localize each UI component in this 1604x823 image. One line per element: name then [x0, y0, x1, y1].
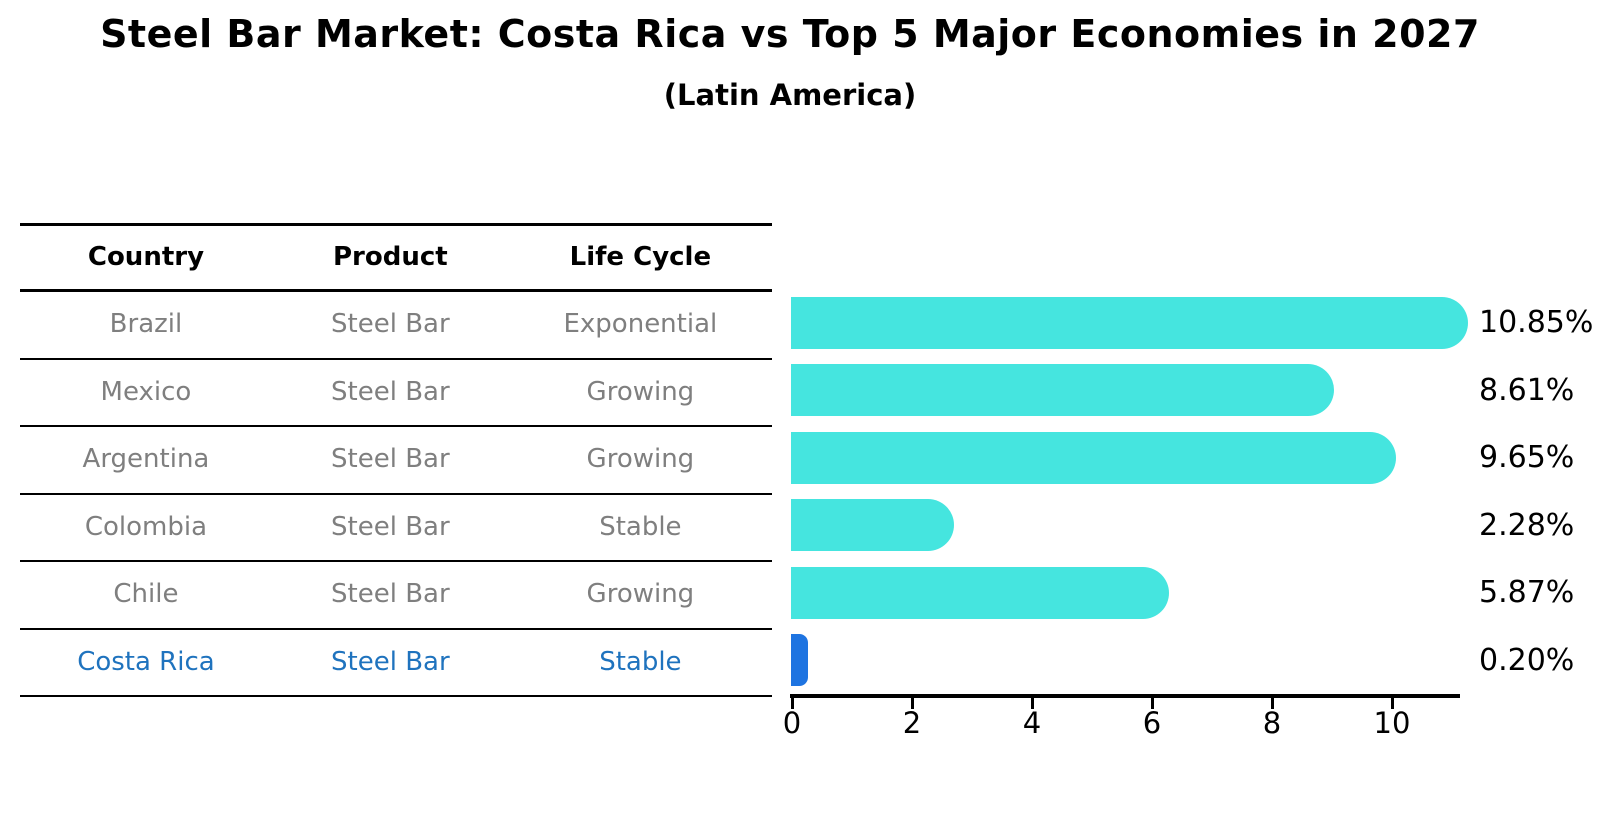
- x-axis-tick-label: 10: [1373, 706, 1411, 740]
- table-cell-life-cycle: Growing: [586, 376, 695, 407]
- table-row: Colombia Steel Bar Stable: [20, 495, 772, 562]
- chart-subtitle: (Latin America): [663, 78, 917, 112]
- table-cell-product: Steel Bar: [331, 376, 450, 407]
- table-cell-product: Steel Bar: [331, 511, 450, 542]
- table-row: Argentina Steel Bar Growing: [20, 427, 772, 495]
- table-cell-product: Steel Bar: [331, 579, 450, 610]
- bar-argentina: [791, 431, 1396, 484]
- bar-mexico: [791, 364, 1334, 417]
- table-cell-country: Argentina: [82, 444, 210, 475]
- table-cell-country: Costa Rica: [77, 646, 215, 677]
- table-cell-product: Steel Bar: [331, 444, 450, 475]
- x-axis-tick: [790, 697, 794, 709]
- value-label: 9.65%: [1479, 440, 1575, 476]
- table-cell-country: Chile: [113, 579, 179, 610]
- table-cell-life-cycle: Exponential: [563, 309, 718, 340]
- x-axis-tick: [1030, 697, 1034, 709]
- value-label: 5.87%: [1479, 575, 1575, 611]
- table-cell-product: Steel Bar: [331, 309, 450, 340]
- x-axis-tick: [1150, 697, 1154, 709]
- table-cell-country: Mexico: [100, 376, 192, 407]
- table-row: Chile Steel Bar Growing: [20, 562, 772, 630]
- table-cell-life-cycle: Growing: [586, 444, 695, 475]
- table-cell-product: Steel Bar: [331, 646, 450, 677]
- column-header-product: Product: [332, 242, 448, 273]
- table-cell-life-cycle: Growing: [586, 579, 695, 610]
- x-axis-tick: [1270, 697, 1274, 709]
- x-axis-tick-label: 6: [1142, 706, 1162, 740]
- table-row: Mexico Steel Bar Growing: [20, 360, 772, 427]
- table-cell-country: Colombia: [84, 511, 208, 542]
- x-axis-line: [790, 694, 1460, 698]
- x-axis-tick-label: 2: [902, 706, 922, 740]
- table-body: Brazil Steel Bar Exponential Mexico Stee…: [20, 292, 772, 697]
- bar-colombia: [791, 499, 954, 552]
- x-axis-tick-label: 0: [782, 706, 802, 740]
- x-axis-tick: [1390, 697, 1394, 709]
- value-label: 10.85%: [1479, 305, 1594, 341]
- comparison-table: Country Product Life Cycle Brazil Steel …: [20, 223, 772, 697]
- value-label: 0.20%: [1479, 642, 1575, 678]
- table-cell-life-cycle: Stable: [599, 646, 682, 677]
- chart-title: Steel Bar Market: Costa Rica vs Top 5 Ma…: [100, 12, 1480, 56]
- value-label: 8.61%: [1479, 372, 1575, 408]
- x-axis-tick-label: 8: [1262, 706, 1282, 740]
- table-cell-country: Brazil: [109, 309, 183, 340]
- value-label: 2.28%: [1479, 507, 1575, 543]
- table-row: Brazil Steel Bar Exponential: [20, 292, 772, 360]
- table-cell-life-cycle: Stable: [599, 511, 682, 542]
- column-header-life-cycle: Life Cycle: [569, 242, 712, 273]
- bar-costa-rica: [791, 634, 809, 687]
- column-header-country: Country: [87, 242, 205, 273]
- bar-brazil: [791, 296, 1468, 349]
- table-row: Costa Rica Steel Bar Stable: [20, 630, 772, 697]
- bar-chile: [791, 566, 1170, 619]
- x-axis-tick: [910, 697, 914, 709]
- x-axis-tick-label: 4: [1022, 706, 1042, 740]
- table-header-row: Country Product Life Cycle: [20, 226, 772, 292]
